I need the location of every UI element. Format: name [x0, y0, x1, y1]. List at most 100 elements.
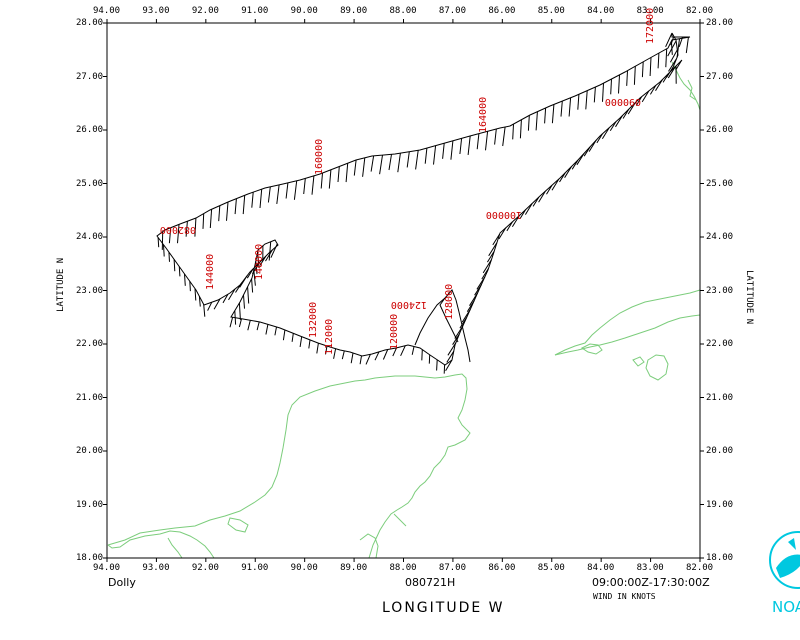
left-tick-label: 19.00	[76, 499, 104, 510]
wind-barb	[202, 213, 205, 229]
wind-barb	[532, 196, 540, 207]
wind-barb	[559, 172, 566, 183]
wind-barb	[609, 121, 617, 132]
wind-barb	[251, 262, 260, 275]
bottom-tick-label: 90.00	[290, 563, 318, 573]
wind-barb	[251, 192, 254, 208]
wind-barb	[676, 38, 680, 58]
bottom-tick-label: 89.00	[340, 563, 368, 573]
wind-barb	[198, 296, 201, 307]
top-tick-label: 82.00	[686, 6, 714, 16]
wind-barb	[442, 143, 445, 159]
top-tick-label: 94.00	[93, 6, 121, 16]
wind-barb	[593, 86, 596, 103]
left-tick-label: 18.00	[76, 553, 104, 563]
left-tick-label: 22.00	[76, 339, 104, 349]
wind-barb	[519, 209, 527, 220]
wind-barb	[641, 90, 650, 103]
left-tick-label: 26.00	[76, 125, 104, 135]
logo-text: NOA	[772, 598, 800, 616]
wind-barb	[207, 301, 213, 311]
wind-barb	[157, 237, 160, 248]
time-label: 124000	[391, 299, 427, 310]
wind-barb	[189, 281, 191, 292]
wind-barb	[267, 186, 271, 203]
x-axis-label: LONGITUDE W	[382, 600, 505, 616]
time-label: 082000	[160, 224, 196, 235]
wind-barb	[247, 286, 250, 304]
wind-barbs	[157, 32, 689, 374]
wind-barb	[293, 180, 298, 200]
wind-barb	[259, 255, 267, 266]
wind-barb	[209, 209, 213, 229]
florida-coastline	[671, 61, 701, 111]
wind-barb	[544, 107, 547, 124]
wind-barb	[433, 145, 437, 165]
wind-barb	[482, 259, 492, 274]
wind-barb	[397, 153, 401, 173]
wind-barb	[459, 317, 467, 329]
bottom-tick-label: 91.00	[241, 563, 269, 573]
wind-barb	[163, 244, 165, 257]
top-tick-label: 91.00	[241, 6, 269, 16]
wind-barb	[382, 349, 389, 360]
top-tick-label: 93.00	[142, 6, 170, 16]
cuba-coastline	[554, 289, 701, 356]
wind-barb	[649, 57, 652, 77]
wind-barb	[485, 131, 489, 151]
units-label: WIND IN KNOTS	[593, 592, 656, 601]
wind-barb	[577, 94, 580, 110]
wind-barb	[168, 251, 170, 262]
wind-barb	[551, 104, 555, 124]
wind-barb	[203, 304, 206, 317]
wind-barb	[476, 276, 486, 290]
wind-barb	[585, 90, 588, 110]
wind-barb	[228, 288, 236, 301]
top-tick-label: 92.00	[191, 6, 219, 16]
wind-barb	[184, 273, 186, 286]
bottom-tick-label: 92.00	[191, 563, 219, 573]
wind-barb	[234, 310, 237, 325]
wind-barb	[602, 83, 604, 102]
wind-barb	[229, 317, 234, 328]
wind-barb	[256, 321, 260, 331]
wind-barb	[466, 300, 475, 312]
wind-barb	[665, 48, 668, 68]
isla-juventud	[645, 354, 669, 381]
wind-barb	[583, 146, 591, 157]
wind-barb	[285, 182, 289, 199]
wind-barb	[185, 221, 188, 237]
coastlines	[107, 61, 701, 559]
time-label: 132000	[308, 302, 319, 338]
track-path	[156, 32, 691, 366]
wind-barb	[452, 333, 460, 345]
wind-barb	[622, 108, 630, 119]
wind-barb	[345, 163, 349, 183]
top-tick-label: 83.00	[636, 6, 664, 16]
wind-barb	[320, 172, 323, 189]
time-label: 144000	[205, 254, 216, 290]
wind-barb	[251, 278, 254, 293]
bottom-tick-label: 82.00	[686, 563, 714, 573]
bottom-tick-label: 84.00	[587, 563, 615, 573]
wind-barb	[374, 351, 380, 361]
wind-barb	[494, 128, 497, 145]
wind-barb	[447, 342, 457, 356]
wind-barb	[333, 348, 337, 359]
wind-barb	[168, 227, 172, 244]
wind-barb	[524, 203, 533, 215]
right-tick-label: 19.00	[706, 499, 734, 510]
left-tick-label: 24.00	[76, 232, 104, 242]
wind-barb	[535, 111, 538, 131]
wind-barb	[601, 127, 610, 140]
wind-barb	[328, 169, 332, 189]
wind-barb	[615, 115, 623, 128]
right-tick-label: 27.00	[706, 71, 734, 82]
wind-barb	[411, 346, 415, 355]
wind-barb	[259, 189, 263, 209]
wind-barb	[350, 352, 354, 364]
time-label: 140000	[254, 244, 265, 280]
wind-barb	[421, 349, 423, 361]
wind-barb	[400, 345, 406, 357]
wind-barb	[678, 36, 684, 48]
